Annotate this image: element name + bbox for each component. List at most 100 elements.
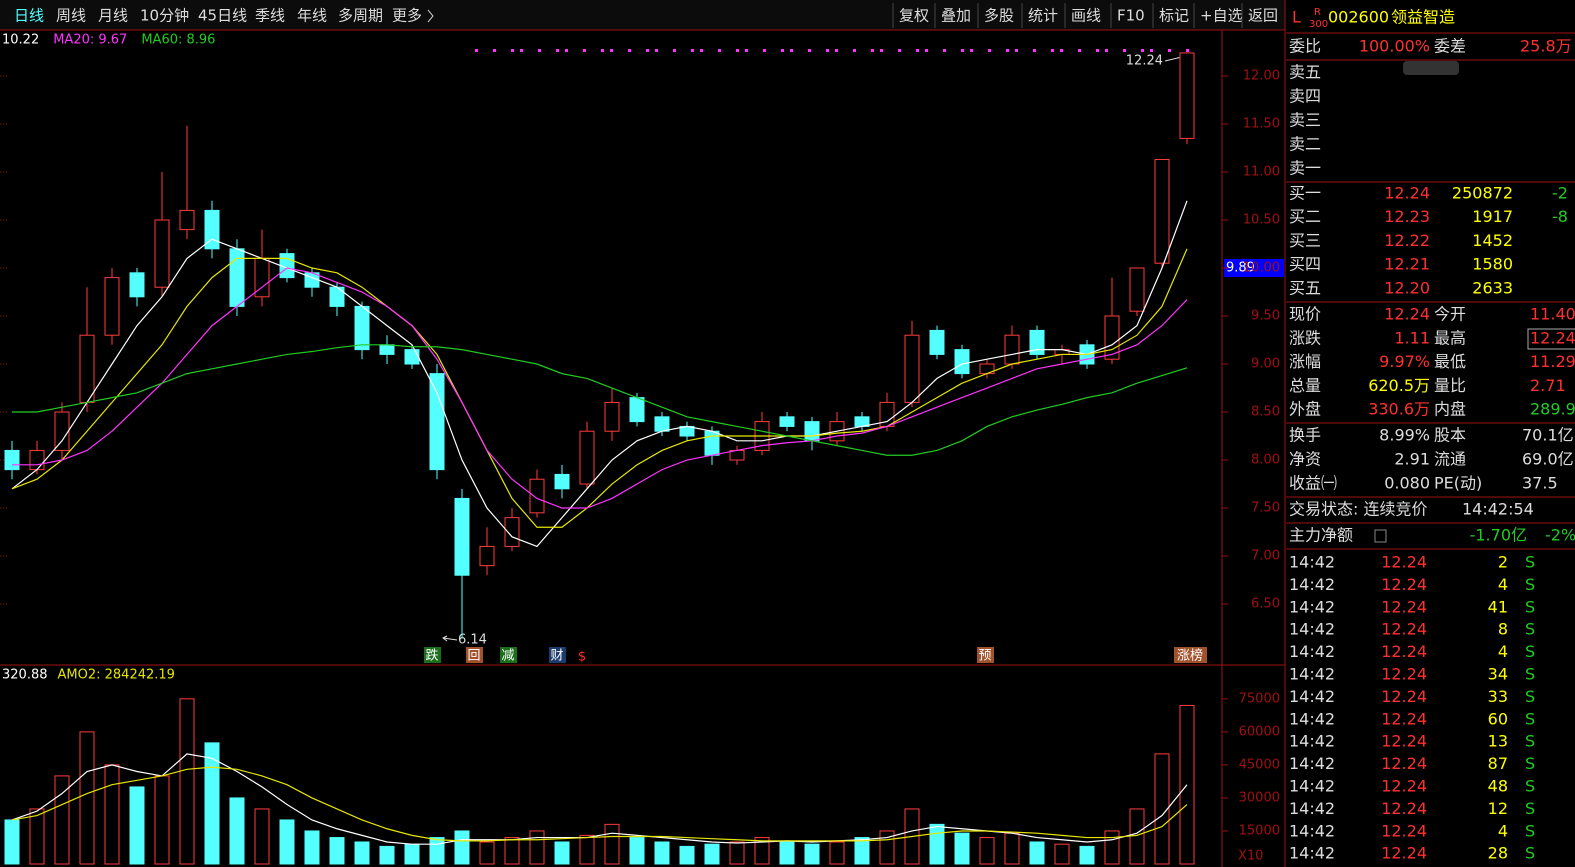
tool-button[interactable]: 叠加 xyxy=(941,7,971,25)
panel-text: S xyxy=(1525,821,1535,840)
signal-dots xyxy=(475,49,1189,52)
marker-bg xyxy=(977,647,994,663)
panel-text: 委差 xyxy=(1434,37,1466,56)
panel-text: 买五 xyxy=(1289,278,1321,297)
volume-bar xyxy=(79,731,95,865)
candle-body xyxy=(654,416,670,432)
y-tick-label: 7.50 xyxy=(1251,501,1280,516)
signal-dot xyxy=(880,49,883,52)
signal-dot xyxy=(853,49,856,52)
panel-text: 卖二 xyxy=(1289,135,1321,154)
volume-bar xyxy=(229,797,245,865)
panel-text: 37.5 xyxy=(1522,474,1558,493)
panel-text: 4 xyxy=(1498,575,1508,594)
annotation: 6.14 xyxy=(458,633,487,648)
scale-label: X10 xyxy=(1238,849,1263,864)
period-tab[interactable]: 多周期 xyxy=(338,7,383,25)
period-tab[interactable]: 更多 xyxy=(392,7,422,25)
panel-text: 14:42 xyxy=(1289,553,1335,572)
panel-text: 12.22 xyxy=(1384,231,1430,250)
panel-text: 1917 xyxy=(1472,207,1513,226)
volume-bar xyxy=(129,786,145,865)
signal-dot xyxy=(871,49,874,52)
panel-text: 69.0亿 xyxy=(1522,450,1574,469)
marker-bg xyxy=(549,647,566,663)
volume-bar xyxy=(54,775,70,865)
panel-text: 12.24 xyxy=(1384,305,1430,324)
toolbar-bg xyxy=(0,0,1285,30)
high-box xyxy=(1527,328,1575,350)
panel-text: S xyxy=(1525,709,1535,728)
volume-bar xyxy=(704,843,720,865)
panel-text: 250872 xyxy=(1452,184,1513,203)
panel-text: -8 xyxy=(1552,207,1568,226)
candle-body xyxy=(379,344,395,355)
tool-button[interactable]: F10 xyxy=(1117,7,1145,25)
y-tick-label: 75000 xyxy=(1239,691,1280,706)
marker-bg xyxy=(466,647,483,663)
volume-bar xyxy=(1104,830,1120,865)
y-tick-label: 60000 xyxy=(1239,724,1280,739)
signal-dot xyxy=(1150,49,1153,52)
volume-bar xyxy=(1029,841,1045,865)
period-tab[interactable]: 周线 xyxy=(56,7,86,25)
period-tab[interactable]: 日线 xyxy=(14,7,44,25)
more-chevron xyxy=(427,9,434,23)
panel-text: 涨幅 xyxy=(1289,352,1321,371)
panel-text: 100.00% xyxy=(1359,37,1430,56)
signal-dot xyxy=(691,49,694,52)
event-marker: 涨榜 xyxy=(1177,648,1203,664)
panel-text: 2 xyxy=(1498,553,1508,572)
volume-bar xyxy=(679,845,695,865)
candle-body xyxy=(454,497,470,576)
panel-text: 内盘 xyxy=(1434,400,1466,419)
tool-button[interactable]: 多股 xyxy=(984,7,1014,25)
signal-dot xyxy=(898,49,901,52)
tool-button[interactable]: 复权 xyxy=(899,7,929,25)
candle-body xyxy=(479,545,495,567)
collapse-button[interactable] xyxy=(1403,61,1459,75)
ma-line xyxy=(11,248,1188,528)
y-tick-label: 11.50 xyxy=(1243,116,1280,131)
period-tab[interactable]: 45日线 xyxy=(198,7,247,25)
candle-body xyxy=(579,430,595,485)
y-tick-label: 6.50 xyxy=(1251,597,1280,612)
candle-body xyxy=(629,397,645,423)
flow-icon[interactable] xyxy=(1374,529,1387,543)
signal-dot xyxy=(520,49,523,52)
panel-text: 12.24 xyxy=(1381,732,1427,751)
tool-button[interactable]: +自选 xyxy=(1200,7,1243,25)
signal-dot xyxy=(943,49,946,52)
panel-text: 2.71 xyxy=(1530,376,1566,395)
panel-text: 量比 xyxy=(1434,376,1466,395)
panel-text: 卖三 xyxy=(1289,111,1321,130)
panel-text: 12.20 xyxy=(1384,278,1430,297)
panel-text: S xyxy=(1525,799,1535,818)
panel-text: PE(动) xyxy=(1434,474,1482,493)
signal-dot xyxy=(745,49,748,52)
tool-button[interactable]: 返回 xyxy=(1248,7,1278,25)
period-tab[interactable]: 10分钟 xyxy=(140,7,189,25)
period-tab[interactable]: 年线 xyxy=(297,7,327,25)
panel-text: 34 xyxy=(1488,665,1508,684)
panel-text: 289.9万 xyxy=(1530,400,1575,419)
signal-dot xyxy=(511,49,514,52)
panel-text: 12 xyxy=(1488,799,1508,818)
signal-dot xyxy=(493,49,496,52)
candle-body xyxy=(604,401,620,432)
legend-entry: 10.22 xyxy=(2,33,39,48)
tool-button[interactable]: 画线 xyxy=(1071,7,1101,25)
period-tab[interactable]: 季线 xyxy=(255,7,285,25)
signal-dot xyxy=(718,49,721,52)
tool-button[interactable]: 统计 xyxy=(1028,7,1058,25)
panel-text: 总量 xyxy=(1289,376,1321,395)
candle-body xyxy=(1179,52,1195,139)
signal-dot xyxy=(1123,49,1126,52)
marker-bg xyxy=(424,647,441,663)
tool-button[interactable]: 标记 xyxy=(1159,7,1189,25)
period-tab[interactable]: 月线 xyxy=(98,7,128,25)
signal-dot xyxy=(925,49,928,52)
candle-body xyxy=(329,286,345,307)
